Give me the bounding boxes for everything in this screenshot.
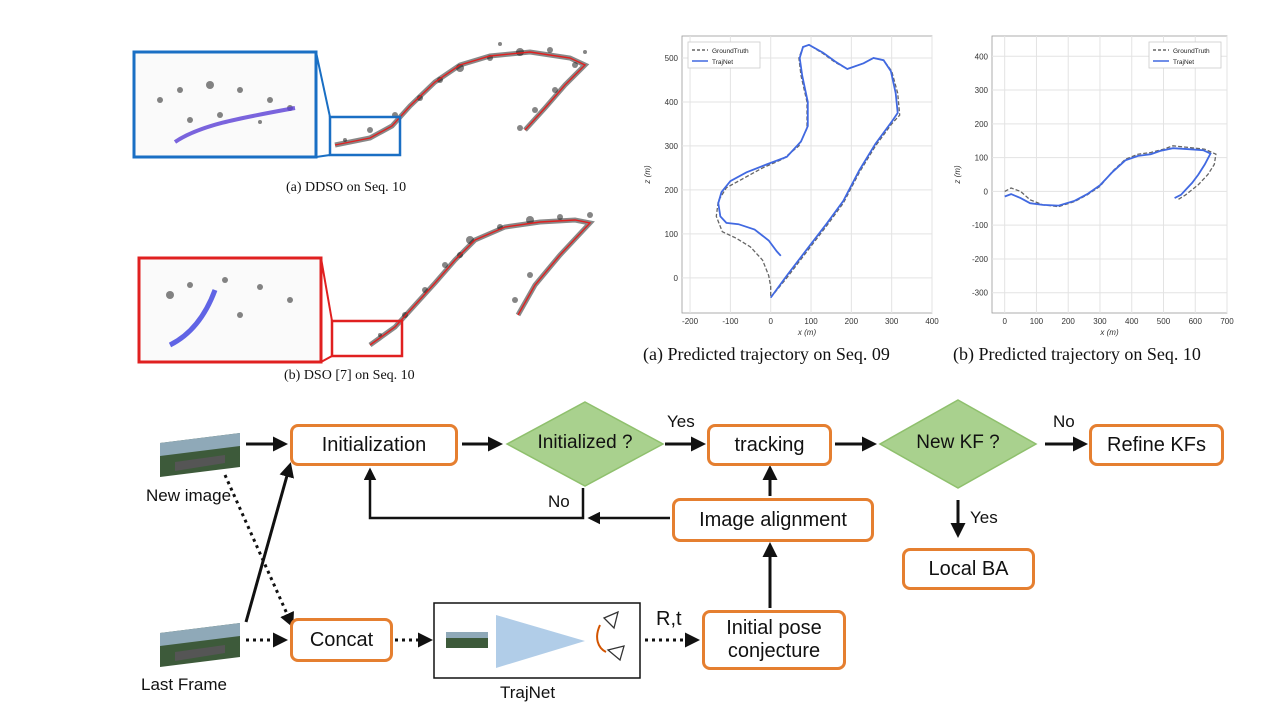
x-tick-label: 100 [804,317,818,326]
no-label-top: No [1053,412,1075,431]
new-image-label: New image [146,486,232,505]
ddso-reconstruction [132,42,590,159]
x-tick-label: 400 [1125,317,1139,326]
chart-legend: GroundTruth TrajNet [687,41,761,69]
y-tick-label: -300 [972,289,989,298]
x-tick-label: 400 [925,317,939,326]
tracking-box: tracking [707,424,832,466]
last-frame-thumbnail [160,623,240,667]
trajnet-input-image [446,632,488,648]
new-kf-decision-diamond [878,399,1038,489]
series-line-trajnet [717,43,899,299]
y-tick-label: -100 [972,221,989,230]
trajnet-encoder-triangle [496,615,585,668]
x-axis-label: x (m) [1099,328,1119,337]
x-tick-label: 200 [1062,317,1076,326]
traj09-caption: (a) Predicted trajectory on Seq. 09 [643,344,890,364]
initial-pose-line1: Initial pose [726,617,822,639]
initialized-decision-diamond [505,401,665,487]
chart-legend: GroundTruth TrajNet [1148,41,1222,69]
x-tick-label: 700 [1220,317,1234,326]
x-tick-label: 600 [1189,317,1203,326]
x-axis-label: x (m) [797,328,817,337]
traj10-caption: (b) Predicted trajectory on Seq. 10 [953,344,1201,364]
trajnet-label: TrajNet [500,683,556,702]
legend-entry: TrajNet [1173,59,1194,66]
image-alignment-box: Image alignment [672,498,874,542]
arrow-lastframe-init [244,462,294,623]
no-label-back: No [548,492,570,511]
trajectory-chart-seq10: 0 100 200 300 400 500 600 700 -300 -200 -100 0 100 20… [953,35,1234,337]
last-frame-label: Last Frame [141,675,227,694]
y-tick-label: 400 [975,52,989,61]
y-tick-label: 400 [665,98,679,107]
x-tick-label: 100 [1030,317,1044,326]
y-tick-label: -200 [972,255,989,264]
yes-label-top: Yes [667,412,695,431]
ddso-zoom-inset [132,50,318,159]
new-kf-decision-label: New KF ? [916,432,1000,453]
initial-pose-conjecture-box: Initial pose conjecture [702,610,846,670]
y-tick-label: 100 [975,154,989,163]
ddso-caption: (a) DDSO on Seq. 10 [286,180,407,195]
series-line-groundtruth [1004,145,1217,208]
y-tick-label: 200 [975,120,989,129]
x-tick-label: 500 [1157,317,1171,326]
arrow-no-back-to-init [363,467,585,520]
initialized-decision-label: Initialized ? [537,432,633,453]
ddso-highlight-box [328,115,402,157]
refine-kfs-box: Refine KFs [1089,424,1224,466]
y-tick-label: 200 [665,186,679,195]
legend-entry: TrajNet [712,59,733,66]
x-tick-label: 0 [1002,317,1007,326]
x-tick-label: -200 [682,317,699,326]
local-ba-box: Local BA [902,548,1035,590]
x-tick-label: 300 [885,317,899,326]
x-tick-label: 300 [1093,317,1107,326]
x-tick-label: -100 [722,317,739,326]
rt-label: R,t [656,608,682,630]
y-tick-label: 0 [674,274,679,283]
dso-highlight-box [330,319,404,358]
dso-zoom-inset [137,256,323,364]
initialization-box: Initialization [290,424,458,466]
camera-pose-icon [596,610,625,662]
y-tick-label: 0 [984,187,989,196]
x-tick-label: 200 [845,317,859,326]
new-image-thumbnail [160,433,240,477]
yes-label-down: Yes [970,508,998,527]
y-tick-label: 300 [665,142,679,151]
y-axis-label: z (m) [643,165,652,185]
concat-box: Concat [290,618,393,662]
dso-reconstruction [137,212,595,364]
initial-pose-line2: conjecture [727,640,821,662]
series-line-trajnet [1004,147,1212,207]
plot-area [681,35,933,314]
trajectory-chart-seq09: -200 -100 0 100 200 300 400 0 100 200 300 400 500 x (… [643,35,939,337]
x-tick-label: 0 [768,317,773,326]
y-axis-label: z (m) [953,165,962,185]
legend-entry: GroundTruth [1173,48,1210,55]
legend-entry: GroundTruth [712,48,749,55]
dso-caption: (b) DSO [7] on Seq. 10 [284,368,415,383]
y-tick-label: 500 [665,54,679,63]
y-tick-label: 100 [665,230,679,239]
y-tick-label: 300 [975,86,989,95]
